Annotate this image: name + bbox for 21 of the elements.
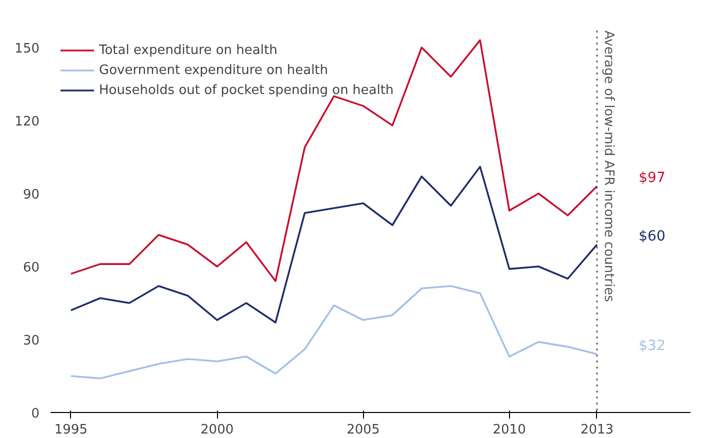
y-tick-label: 150 [14, 42, 40, 57]
legend-label: Government expenditure on health [99, 62, 328, 78]
x-tick-label: 2010 [492, 422, 526, 438]
x-tick-label: 2005 [346, 422, 380, 438]
x-tick-label: 1995 [54, 422, 88, 438]
annotation: $60 [638, 228, 666, 245]
y-tick-label: 30 [22, 334, 40, 349]
legend-label: Households out of pocket spending on health [99, 82, 394, 98]
y-tick-label: 90 [22, 188, 40, 203]
annotation: $97 [638, 170, 666, 186]
x-tick-label: 2013 [580, 422, 614, 438]
line-series [70, 285, 598, 380]
y-tick-label: 120 [14, 114, 40, 130]
y-tick-label: 0 [31, 406, 40, 422]
y-tick-label: 60 [22, 260, 40, 276]
legend-label: Total expenditure on health [99, 42, 278, 58]
line-series [70, 39, 598, 282]
line-series [70, 166, 598, 324]
x-tick-label: 2000 [200, 422, 234, 438]
annotation: $32 [638, 338, 666, 354]
ref-line-label: Average of low-mid AFR income countries [600, 30, 616, 302]
